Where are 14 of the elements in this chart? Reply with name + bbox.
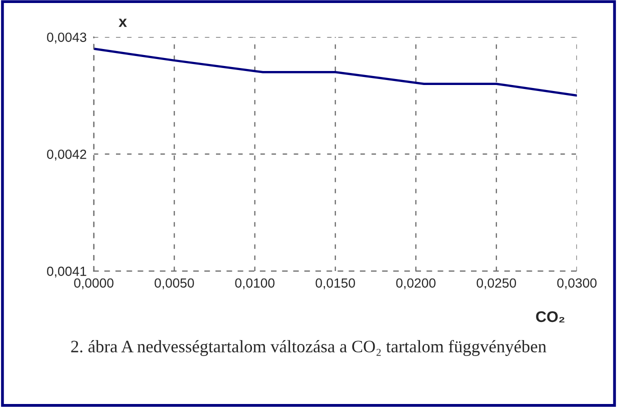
x-tick-label: 0,0000 — [74, 278, 114, 290]
x-tick-label: 0,0100 — [235, 278, 274, 290]
y-axis-title: x — [118, 18, 127, 27]
x-axis-title: CO₂ — [536, 311, 564, 322]
text: 2. ábra A nedvességtartalom változása a CO₂ tartalom függvényében — [71, 340, 546, 356]
x-tick-label: 0,0050 — [154, 278, 194, 290]
y-tick-label: 0,0041 — [47, 266, 86, 278]
x-tick-label: 0,0150 — [316, 278, 356, 290]
x-tick-label: 0,0300 — [557, 278, 597, 290]
y-tick-label: 0,0042 — [47, 150, 86, 161]
y-tick-label: 0,0043 — [47, 32, 86, 44]
x-tick-label: 0,0200 — [396, 278, 436, 290]
x-tick-label: 0,0250 — [476, 278, 516, 290]
line-series — [94, 48, 577, 97]
